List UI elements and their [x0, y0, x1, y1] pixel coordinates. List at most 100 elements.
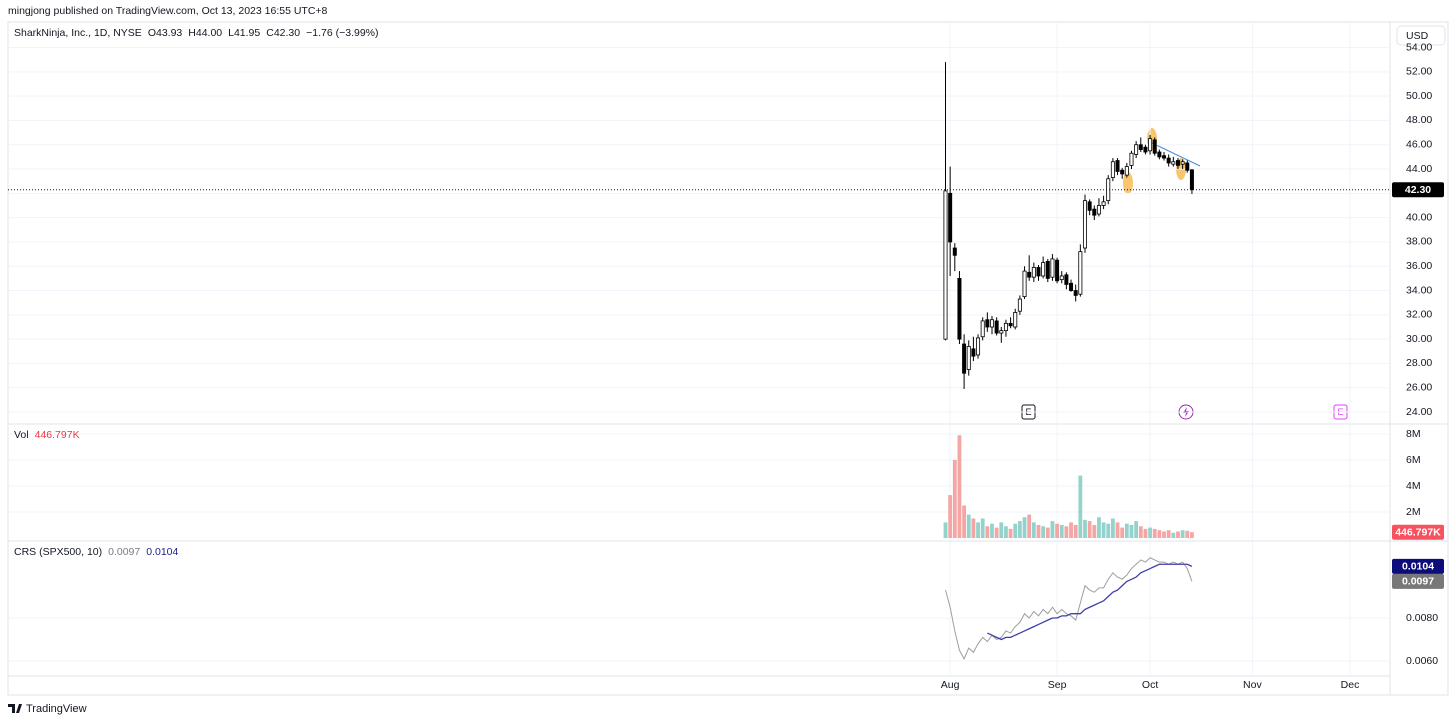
x-tick-label: Aug	[941, 679, 960, 691]
candle-body	[1087, 201, 1092, 211]
y-tick-label: 4M	[1406, 480, 1421, 492]
candle-body	[1055, 259, 1060, 282]
volume-bar	[1017, 521, 1022, 538]
highlight	[1123, 172, 1133, 194]
last-price-box	[1392, 182, 1444, 198]
volume-legend: Vol 446.797K	[14, 429, 80, 441]
x-tick-label: Sep	[1048, 679, 1067, 691]
volume-bar	[957, 435, 962, 538]
x-tick-label: Nov	[1243, 679, 1262, 691]
volume-bar	[1166, 530, 1171, 538]
volume-bar	[1087, 521, 1092, 538]
candle-body	[957, 277, 962, 340]
volume-bar	[962, 505, 966, 538]
volume-bar	[1041, 526, 1046, 538]
volume-bar	[1185, 530, 1190, 538]
volume-bar	[1138, 526, 1143, 538]
publisher-line: mingjong published on TradingView.com, O…	[8, 5, 328, 17]
volume-bar	[1064, 526, 1069, 538]
ohlc-open: O43.93	[147, 27, 183, 39]
volume-bar	[1031, 522, 1036, 538]
candle-body	[971, 348, 976, 357]
candle-body	[1101, 201, 1106, 206]
crs-line	[987, 563, 1193, 641]
volume-bar	[1157, 530, 1162, 538]
y-tick-label: 0.0080	[1406, 612, 1438, 624]
symbol-legend: SharkNinja, Inc., 1D, NYSE O43.93 H44.00…	[14, 27, 379, 39]
volume-bar	[971, 518, 976, 538]
candle-body	[989, 319, 994, 328]
candle-body	[1017, 298, 1022, 312]
candle-body	[1096, 205, 1101, 215]
candle-body	[985, 319, 990, 328]
volume-bar	[1152, 528, 1157, 538]
candle-body	[1138, 144, 1143, 150]
last-volume-text: 446.797K	[1395, 526, 1441, 538]
volume-value: 446.797K	[34, 429, 80, 441]
candle-body	[1171, 161, 1176, 165]
y-tick-label: 6M	[1406, 454, 1421, 466]
candle-body	[999, 330, 1004, 334]
candle-body	[1134, 144, 1139, 155]
volume-bar	[966, 514, 971, 538]
volume-bar	[1027, 514, 1032, 538]
volume-bar	[1110, 518, 1115, 538]
x-tick-label: Dec	[1341, 679, 1360, 691]
crs-last-box	[1392, 558, 1444, 574]
candle-body	[1064, 274, 1069, 285]
y-tick-label: 24.00	[1406, 406, 1432, 418]
candle-body	[1148, 138, 1153, 152]
candle-body	[1124, 166, 1129, 176]
candle-body	[1008, 322, 1013, 327]
candle-body	[1059, 275, 1064, 281]
currency-button[interactable]	[1396, 25, 1446, 46]
crs-value: 0.0097	[108, 546, 141, 558]
volume-bar	[1176, 531, 1180, 538]
volume-bar	[1045, 527, 1050, 538]
candle-body	[943, 190, 948, 340]
volume-bar	[976, 522, 980, 538]
crs-line	[945, 557, 1193, 661]
volume-title: Vol	[14, 429, 29, 441]
frame	[7, 21, 1449, 696]
volume-bar	[980, 518, 985, 538]
volume-bar	[1078, 475, 1083, 538]
y-tick-label: 8M	[1406, 428, 1421, 440]
volume-bar	[1180, 530, 1185, 538]
volume-bar	[1134, 521, 1139, 538]
candle-body	[980, 320, 985, 338]
volume-bar	[943, 522, 948, 538]
volume-bar	[1004, 526, 1008, 538]
volume-bar	[1097, 517, 1101, 538]
y-tick-label: 30.00	[1406, 333, 1432, 345]
volume-bar	[1101, 522, 1106, 538]
candle-body	[1027, 271, 1032, 278]
x-tick-label: Oct	[1142, 679, 1158, 691]
volume-bar	[1148, 527, 1152, 538]
ohlc-low: L41.95	[228, 27, 261, 39]
crs-legend: CRS (SPX500, 10) 0.0097 0.0104	[14, 546, 178, 558]
volume-bar	[985, 526, 990, 538]
footer-brand: TradingView	[26, 703, 87, 715]
y-tick-label: 46.00	[1406, 139, 1432, 151]
volume-bar	[1008, 528, 1013, 538]
y-tick-label: 40.00	[1406, 211, 1432, 223]
candle-body	[1045, 260, 1050, 279]
volume-bar	[1092, 524, 1097, 538]
volume-bar	[999, 522, 1004, 538]
volume-bar	[994, 527, 999, 538]
candle-body	[966, 346, 971, 370]
candle-body	[976, 337, 981, 356]
candle-body	[948, 192, 953, 243]
candle-body	[1013, 312, 1018, 328]
change: −1.76 (−3.99%)	[306, 27, 379, 39]
y-tick-label: 2M	[1406, 506, 1421, 518]
candle-body	[1022, 270, 1027, 298]
candle-body	[1157, 151, 1162, 158]
y-tick-label: 34.00	[1406, 284, 1432, 296]
candle-body	[1180, 161, 1185, 165]
y-tick-label: 44.00	[1406, 163, 1432, 175]
volume-bar	[1059, 524, 1064, 538]
